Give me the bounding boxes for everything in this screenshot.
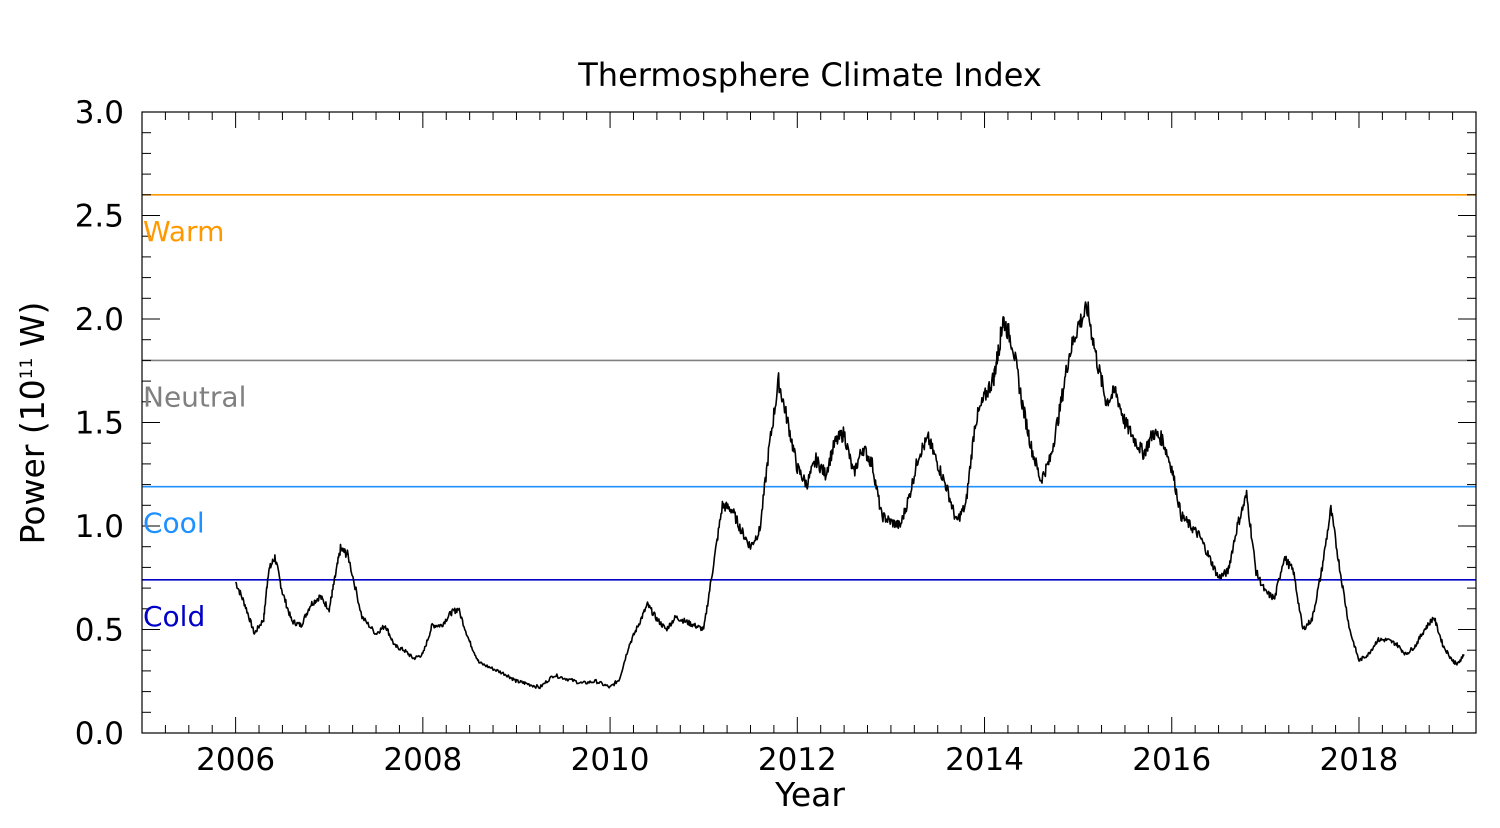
threshold-lines [142,194,1476,581]
y-tick-label: 2.0 [75,302,124,338]
x-tick-label: 2014 [945,742,1024,778]
series-line [234,301,1465,690]
x-tick-label: 2016 [1132,742,1211,778]
axis-tick-labels: 2006 2008 2010 2012 2014 2016 2018 0.0 0.5 1.0 1.5… [75,95,1399,778]
x-axis-label: Year [774,775,845,814]
y-tick-label: 1.5 [75,406,124,442]
y-tick-label: 0.5 [75,613,124,649]
x-tick-label: 2018 [1320,742,1399,778]
x-tick-label: 2006 [196,742,275,778]
threshold-labels: Warm Neutral Cool Cold [143,215,246,633]
y-tick-label: 0.0 [75,716,124,752]
y-axis-label: Power (1011 W) [13,302,52,545]
x-tick-label: 2012 [758,742,837,778]
threshold-label-neutral: Neutral [143,380,246,413]
axis-ticks [141,111,1476,734]
threshold-label-cold: Cold [143,600,205,633]
y-axis-label-unit: W) [13,302,52,358]
y-tick-label: 2.5 [75,199,124,235]
y-axis-label-exponent: 11 [17,358,37,380]
y-tick-label: 3.0 [75,95,124,131]
threshold-label-cool: Cool [143,507,205,540]
y-tick-label: 1.0 [75,509,124,545]
x-tick-label: 2010 [571,742,650,778]
plot-frame [141,111,1477,734]
y-axis-label-main: Power (10 [13,379,52,544]
threshold-label-warm: Warm [143,215,224,248]
chart-title: Thermosphere Climate Index [577,56,1042,94]
x-tick-label: 2008 [383,742,462,778]
